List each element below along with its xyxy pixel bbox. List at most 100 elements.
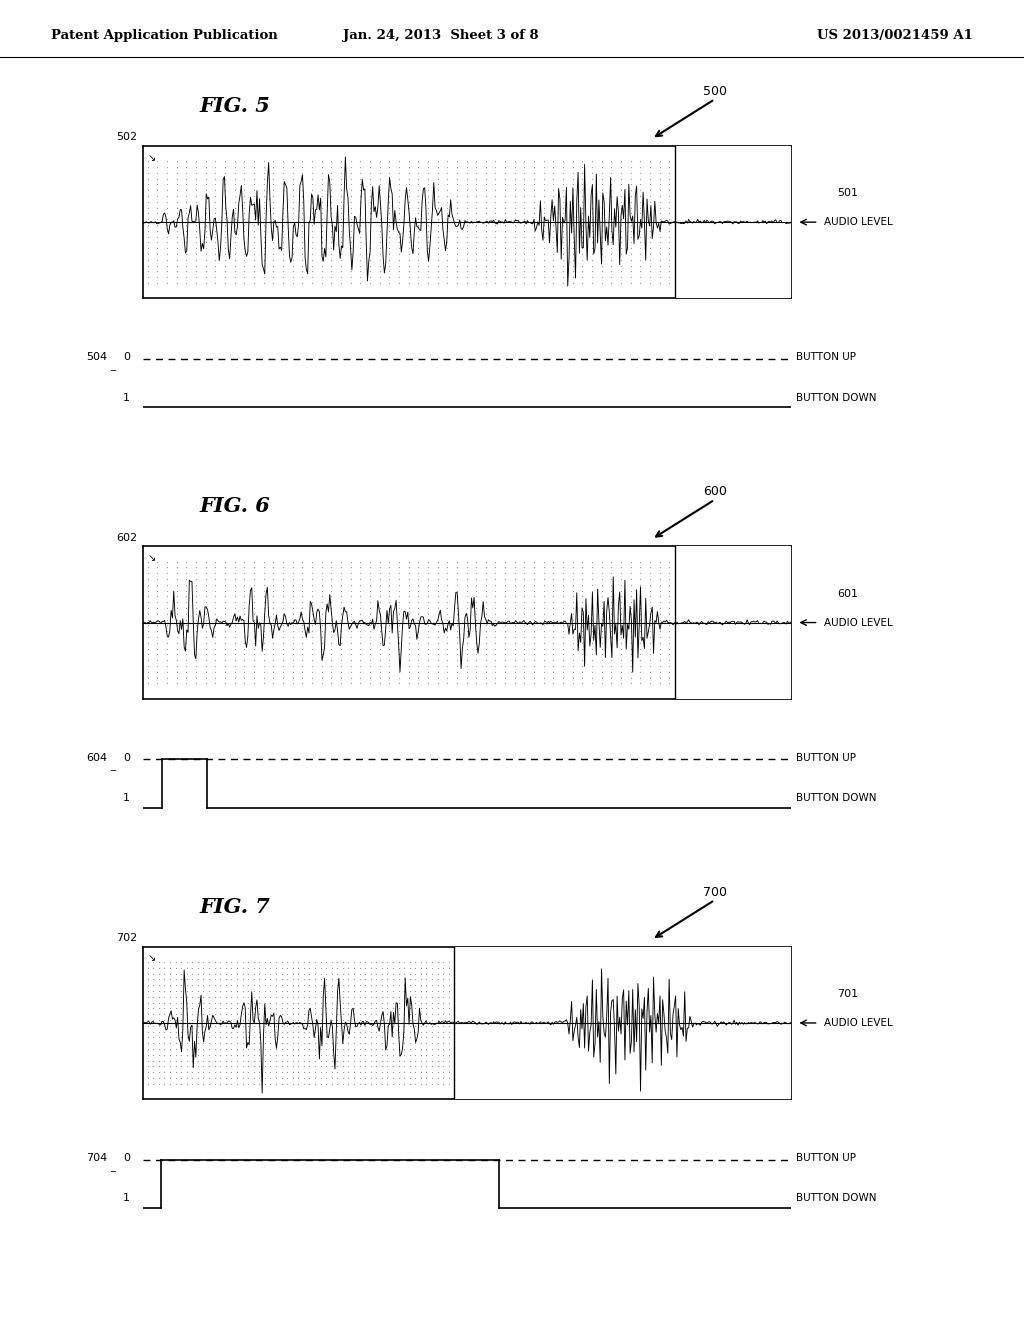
Point	[139, 952, 156, 973]
Point	[333, 261, 349, 282]
Point	[255, 214, 271, 235]
Point	[507, 191, 523, 213]
Point	[265, 197, 282, 218]
Point	[223, 1061, 240, 1082]
Point	[196, 986, 212, 1007]
Point	[217, 986, 233, 1007]
Point	[613, 667, 630, 688]
Point	[642, 209, 658, 230]
Point	[312, 986, 329, 1007]
Point	[536, 586, 552, 607]
Point	[555, 667, 571, 688]
Point	[449, 157, 465, 178]
Point	[313, 191, 330, 213]
Point	[267, 993, 284, 1014]
Point	[255, 197, 271, 218]
Point	[279, 964, 295, 985]
Point	[329, 986, 345, 1007]
Point	[212, 969, 228, 990]
Point	[198, 168, 214, 189]
Point	[424, 974, 440, 995]
Point	[362, 986, 379, 1007]
Point	[279, 1073, 295, 1094]
Point	[372, 267, 388, 288]
Point	[536, 255, 552, 276]
Point	[361, 214, 378, 235]
Point	[372, 232, 388, 253]
Point	[662, 249, 678, 271]
Point	[262, 1051, 279, 1072]
Point	[240, 952, 256, 973]
Point	[274, 174, 291, 195]
Point	[301, 1068, 317, 1089]
Point	[429, 168, 445, 189]
Point	[390, 1022, 407, 1043]
Point	[623, 255, 639, 276]
Point	[251, 981, 267, 1002]
Point	[564, 609, 581, 630]
Point	[279, 969, 295, 990]
Point	[351, 1022, 368, 1043]
Point	[564, 150, 581, 172]
Point	[257, 1068, 273, 1089]
Point	[237, 249, 253, 271]
Point	[413, 964, 429, 985]
Point	[324, 1015, 340, 1036]
Point	[342, 220, 358, 242]
Point	[361, 157, 378, 178]
Point	[304, 267, 321, 288]
Point	[468, 232, 484, 253]
Point	[226, 569, 243, 590]
Point	[449, 209, 465, 230]
Point	[391, 591, 408, 612]
Point	[516, 232, 532, 253]
Point	[296, 1056, 312, 1077]
Point	[651, 603, 668, 624]
Point	[372, 243, 388, 264]
Point	[296, 957, 312, 978]
Point	[329, 957, 345, 978]
Point	[449, 267, 465, 288]
Point	[396, 1039, 413, 1060]
Point	[396, 957, 413, 978]
Point	[167, 1032, 183, 1053]
Point	[487, 232, 504, 253]
Point	[429, 981, 445, 1002]
Point	[594, 214, 610, 235]
Point	[662, 174, 678, 195]
Point	[545, 591, 561, 612]
Point	[352, 220, 369, 242]
Point	[526, 569, 543, 590]
Point	[408, 998, 424, 1019]
Point	[324, 615, 340, 636]
Point	[296, 952, 312, 973]
Point	[391, 214, 408, 235]
Point	[257, 974, 273, 995]
Point	[265, 603, 282, 624]
Point	[459, 209, 475, 230]
Point	[584, 632, 600, 653]
Point	[151, 1027, 167, 1048]
Point	[217, 552, 233, 573]
Point	[324, 1068, 340, 1089]
Point	[265, 649, 282, 671]
Point	[424, 1022, 440, 1043]
Point	[324, 638, 340, 659]
Point	[574, 632, 591, 653]
Point	[189, 981, 206, 1002]
Point	[497, 261, 513, 282]
Point	[312, 1027, 329, 1048]
Point	[335, 1039, 351, 1060]
Point	[632, 579, 648, 601]
Point	[307, 1022, 324, 1043]
Point	[401, 1068, 418, 1089]
Point	[196, 1068, 212, 1089]
Point	[274, 598, 291, 619]
Point	[408, 1044, 424, 1065]
Point	[642, 644, 658, 665]
Point	[429, 1056, 445, 1077]
Point	[401, 1027, 418, 1048]
Point	[516, 627, 532, 648]
Point	[307, 1051, 324, 1072]
Point	[313, 180, 330, 201]
